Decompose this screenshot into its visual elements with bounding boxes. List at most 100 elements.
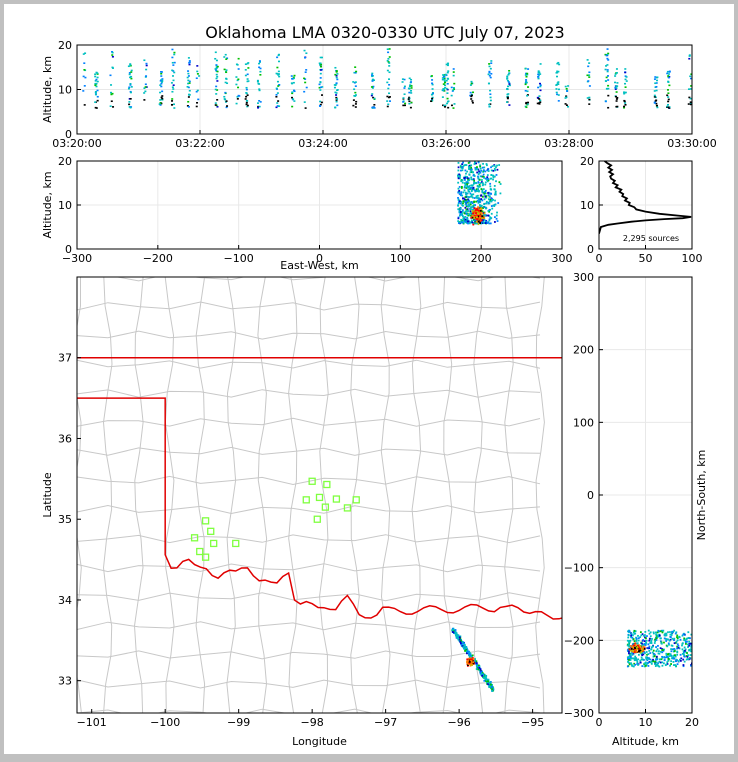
source-point [655,655,658,658]
source-point [460,639,462,642]
source-point [647,665,650,667]
source-point [635,636,637,639]
source-point [634,630,637,633]
source-point [460,643,463,646]
source-point [626,658,629,661]
source-point [431,99,434,102]
source-point [626,656,629,659]
x-tick-label: 03:26:00 [421,137,470,150]
source-point [159,84,162,86]
source-point [458,210,461,213]
source-point [564,85,567,88]
county-line [195,277,206,713]
source-point [470,82,473,85]
source-point [640,634,643,637]
source-point [94,80,97,82]
source-point [687,646,689,648]
source-point [498,164,501,166]
source-point [482,188,485,191]
source-point [466,175,468,178]
source-point [258,89,261,92]
source-point [401,78,404,80]
source-point [507,85,510,88]
source-point [457,176,460,179]
source-point [171,90,174,93]
source-point [471,664,473,667]
source-point [555,88,558,90]
source-point [638,648,640,651]
source-point [487,683,489,685]
source-point [487,167,490,170]
source-point [129,91,132,94]
source-point [658,652,661,655]
source-point [661,655,663,658]
source-point [96,99,99,102]
source-point [258,99,261,102]
source-point [538,103,541,105]
source-point [588,85,591,87]
source-point [319,56,322,59]
source-point [667,81,670,83]
source-point [161,90,164,93]
source-point [304,81,307,84]
source-point [477,213,480,215]
panel-plan-view: −101 −100 −99 −98 −97 −96 −953334353637Longitu… [41,276,563,748]
source-point [660,642,663,645]
source-point [171,56,174,59]
source-point [464,220,466,223]
source-point [470,80,473,83]
source-point [667,103,670,106]
source-point [640,642,642,644]
source-point [480,198,483,200]
source-point [187,86,190,89]
source-point [444,86,447,89]
source-point [588,96,591,99]
source-point [463,189,466,192]
source-point [495,214,498,217]
source-point [614,75,617,77]
source-point [225,106,228,109]
source-point [470,219,473,222]
source-point [276,102,279,104]
source-point [403,93,406,96]
source-point [663,662,665,665]
source-point [430,75,433,77]
source-point [661,664,664,667]
source-point [668,652,671,655]
source-point [635,650,638,653]
source-point [527,86,530,88]
source-point [459,164,462,167]
source-point [688,642,691,645]
source-point [476,209,479,212]
source-point [128,101,131,103]
source-point [354,103,357,105]
source-point [526,103,529,105]
source-point [468,662,471,665]
source-point [606,64,609,66]
source-point [616,105,619,108]
source-point [469,208,472,211]
source-point [476,665,478,668]
source-point [188,60,191,62]
source-point [407,87,410,90]
source-point [482,673,485,676]
source-point [373,103,376,106]
source-point [689,656,691,659]
source-point [656,631,659,634]
source-point [292,89,295,92]
source-point [464,184,467,186]
source-point [450,94,453,97]
source-point [649,631,652,634]
source-point [526,94,529,97]
source-point [667,98,670,101]
source-point [649,658,652,661]
source-point [643,643,646,645]
source-point [667,631,669,634]
source-point [410,90,413,92]
source-point [353,81,356,84]
source-point [493,175,496,178]
source-point [461,185,463,188]
source-point [666,89,669,91]
source-point [669,633,672,636]
source-point [303,77,306,80]
